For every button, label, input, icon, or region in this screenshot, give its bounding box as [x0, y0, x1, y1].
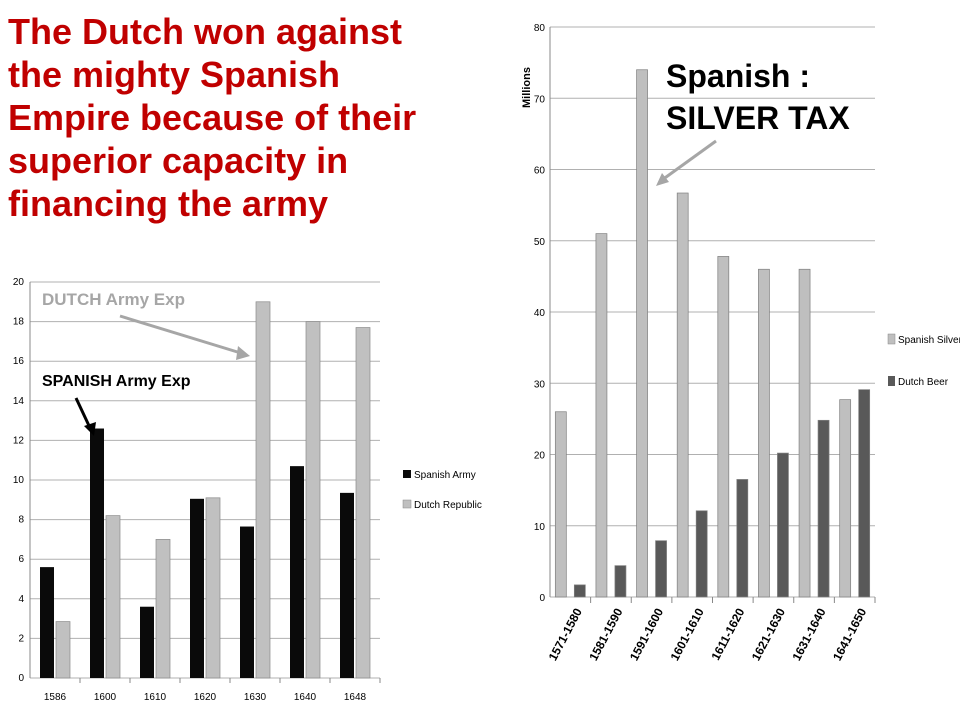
bar-dutch-republic-1600 [105, 515, 121, 679]
silver-beer-chart: 0 10 20 30 40 50 60 70 80 1571-1580 1581-1590 1591-… [521, 23, 960, 664]
x-tick-label: 1641-1650 [830, 606, 869, 664]
x-tick-label: 1581-1590 [586, 606, 625, 664]
x-tick-label: 1586 [44, 692, 67, 703]
y-tick-label: 70 [534, 94, 546, 105]
y-tick-label: 80 [534, 23, 546, 34]
bar-spanish-silver-1591-1600 [636, 69, 648, 598]
bar-spanish-army-1648 [340, 492, 354, 678]
bar-dutch-beer-1601-1610 [695, 510, 708, 598]
x-tick-label: 1640 [294, 692, 317, 703]
bar-spanish-silver-1601-1610 [676, 192, 689, 598]
x-tick-label: 1591-1600 [627, 606, 666, 664]
bar-spanish-silver-1621-1630 [758, 268, 770, 598]
bar-dutch-republic-1610 [155, 539, 171, 679]
y-tick-label: 8 [18, 515, 24, 526]
y-tick-label: 14 [13, 396, 25, 407]
y-tick-label: 40 [534, 308, 546, 319]
bar-spanish-army-1630 [240, 526, 254, 678]
bar-dutch-republic-1640 [305, 321, 321, 679]
y-tick-label: 60 [534, 166, 546, 177]
bar-spanish-silver-1571-1580 [554, 411, 567, 598]
x-tick-label: 1631-1640 [789, 606, 828, 664]
x-tick-label: 1571-1580 [546, 606, 585, 664]
bar-dutch-beer-1611-1620 [736, 479, 749, 598]
legend-label-dutch-republic: Dutch Republic [414, 500, 482, 511]
legend-swatch-spanish-army [403, 470, 411, 478]
legend-swatch-dutch-beer [888, 376, 895, 386]
army-expenditure-chart: 0 2 4 6 8 10 12 14 16 18 20 1586 1600 1610 1620 1630 164… [13, 277, 482, 703]
bar-spanish-army-1600 [90, 428, 104, 678]
y-tick-label: 16 [13, 356, 25, 367]
y-tick-label: 10 [534, 522, 546, 533]
x-tick-label: 1601-1610 [668, 606, 707, 664]
spanish-silver-annotation: Spanish : SILVER TAX [666, 58, 850, 136]
legend-label-spanish-army: Spanish Army [414, 470, 476, 481]
bar-spanish-silver-1641-1650 [839, 399, 852, 598]
bar-spanish-army-1586 [40, 567, 54, 678]
bar-dutch-beer-1581-1590 [614, 565, 627, 598]
x-tick-label: 1600 [94, 692, 117, 703]
chart-legend: Spanish Army Dutch Republic [402, 470, 482, 511]
y-tick-label: 18 [13, 317, 25, 328]
x-tick-label: 1620 [194, 692, 217, 703]
bar-dutch-beer-1641-1650 [858, 389, 871, 598]
y-tick-label: 10 [13, 475, 25, 486]
y-tick-label: 0 [539, 593, 545, 604]
bar-spanish-silver-1611-1620 [717, 256, 730, 598]
bar-spanish-army-1640 [290, 466, 304, 678]
bar-spanish-army-1620 [190, 498, 204, 678]
x-tick-label: 1648 [344, 692, 367, 703]
bar-dutch-republic-1648 [355, 327, 371, 679]
spanish-arrow [74, 397, 96, 436]
bar-dutch-republic-1586 [55, 621, 71, 679]
y-tick-label: 20 [13, 277, 25, 288]
y-tick-label: 2 [18, 633, 24, 644]
x-tick-label: 1611-1620 [708, 606, 747, 663]
silver-arrow [656, 139, 717, 186]
chart-legend-right: Spanish Silver Dutch Beer [887, 333, 960, 388]
spanish-army-annotation: SPANISH Army Exp [42, 373, 191, 390]
bar-dutch-beer-1631-1640 [817, 419, 830, 598]
bar-dutch-beer-1591-1600 [655, 540, 667, 598]
y-tick-label: 30 [534, 379, 546, 390]
y-tick-label: 4 [18, 594, 24, 605]
legend-swatch-spanish-silver [887, 333, 896, 345]
bar-dutch-beer-1621-1630 [777, 452, 789, 598]
bar-spanish-army-1610 [140, 606, 154, 678]
bar-dutch-republic-1620 [205, 497, 221, 679]
y-tick-label: 0 [18, 673, 24, 684]
y-axis-label-millions: Millions [521, 67, 533, 108]
y-tick-label: 20 [534, 451, 546, 462]
dutch-arrow [119, 314, 250, 360]
x-tick-label: 1621-1630 [749, 606, 788, 664]
legend-label-dutch-beer: Dutch Beer [898, 377, 949, 388]
bar-dutch-beer-1571-1580 [573, 584, 586, 598]
bar-spanish-silver-1581-1590 [595, 233, 608, 598]
y-tick-label: 6 [18, 554, 24, 565]
legend-swatch-dutch-republic [402, 499, 412, 509]
y-tick-label: 50 [534, 237, 546, 248]
x-tick-label: 1630 [244, 692, 267, 703]
bar-dutch-republic-1630 [255, 301, 271, 679]
x-tick-label: 1610 [144, 692, 167, 703]
dutch-army-annotation: DUTCH Army Exp [42, 290, 185, 309]
page-title: The Dutch won against the mighty Spanish… [8, 11, 417, 224]
legend-label-spanish-silver: Spanish Silver [898, 335, 960, 346]
bar-spanish-silver-1631-1640 [798, 268, 811, 598]
y-tick-label: 12 [13, 435, 25, 446]
